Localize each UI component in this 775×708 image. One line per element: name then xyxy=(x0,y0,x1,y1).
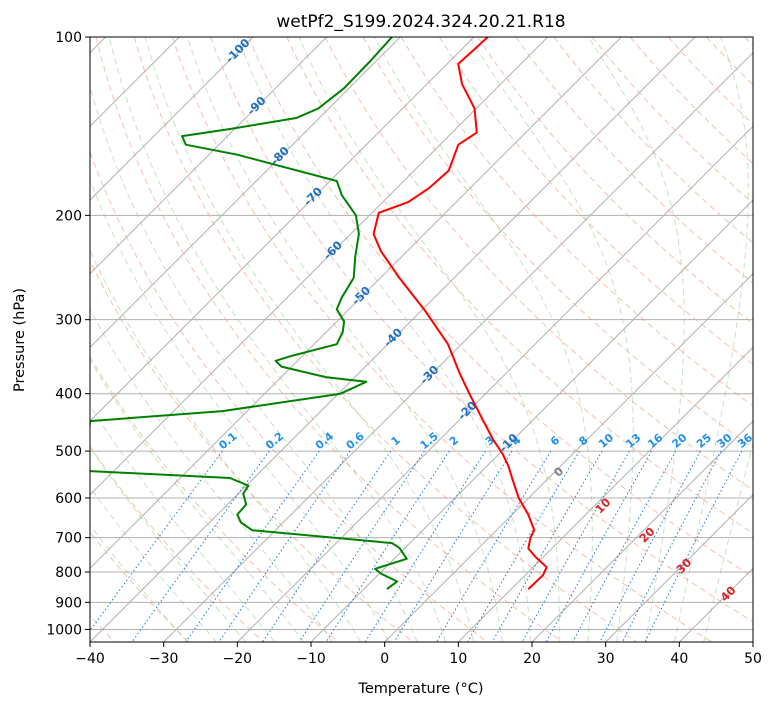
isotherm-gridline xyxy=(90,37,696,642)
y-tick-label: 600 xyxy=(55,491,82,507)
mixing-ratio-line xyxy=(90,450,223,632)
y-tick-label: 300 xyxy=(55,313,82,329)
x-tick-label: 10 xyxy=(449,651,467,667)
isotherm-gridline xyxy=(163,51,753,642)
moist-adiabat xyxy=(674,37,749,642)
dry-adiabat xyxy=(553,37,753,244)
x-axis-label: Temperature (°C) xyxy=(357,681,483,697)
moist-adiabat xyxy=(90,404,275,642)
mixing-ratio-line xyxy=(521,450,630,642)
mixing-ratio-line xyxy=(644,450,743,642)
isotherm-gridline xyxy=(90,37,475,422)
moist-adiabat xyxy=(90,358,304,642)
mixing-ratio-line xyxy=(599,450,701,642)
moist-adiabat xyxy=(90,486,217,642)
x-tick-label: −30 xyxy=(149,651,179,667)
mixing-ratio-line xyxy=(185,450,320,642)
isotherm-gridline xyxy=(90,37,622,570)
mixing-ratio-line xyxy=(545,450,653,642)
y-tick-label: 500 xyxy=(55,444,82,460)
isotherm-gridline xyxy=(90,37,254,201)
isotherm-gridline xyxy=(531,420,753,642)
dry-adiabat xyxy=(171,37,712,642)
temperature-profile-line xyxy=(372,37,548,590)
y-tick-label: 700 xyxy=(55,531,82,547)
isotherm-gridline xyxy=(90,37,401,349)
moist-adiabat xyxy=(90,249,362,642)
dewpoint-profile-line xyxy=(90,37,408,590)
mixing-ratio-line xyxy=(393,450,513,642)
mixing-ratio-line xyxy=(491,450,603,642)
dry-adiabat xyxy=(362,37,753,449)
moist-adiabat xyxy=(703,441,753,642)
y-tick-label: 800 xyxy=(55,565,82,581)
moist-adiabat xyxy=(90,178,390,642)
dry-adiabat xyxy=(286,37,753,534)
y-tick-label: 200 xyxy=(55,208,82,224)
moist-adiabat xyxy=(186,37,503,642)
x-tick-label: 0 xyxy=(380,651,389,667)
x-tick-label: −10 xyxy=(296,651,326,667)
moist-adiabat xyxy=(374,37,593,642)
mixing-ratio-line xyxy=(218,450,351,642)
moist-adiabat xyxy=(90,308,333,642)
x-tick-label: 40 xyxy=(670,651,688,667)
isotherm-gridline xyxy=(605,493,753,642)
chart-title: wetPf2_S199.2024.324.20.21.R18 xyxy=(276,12,565,32)
dry-adiabat xyxy=(95,37,563,642)
mixing-ratio-line xyxy=(298,450,425,642)
dry-adiabat xyxy=(90,445,264,642)
isotherm-gridline xyxy=(90,37,328,275)
x-tick-label: 50 xyxy=(744,651,762,667)
mixing-ratio-line xyxy=(572,450,677,642)
dry-adiabat xyxy=(591,37,753,204)
moist-adiabat xyxy=(144,37,475,642)
x-tick-label: −20 xyxy=(223,651,253,667)
y-axis-label: Pressure (hPa) xyxy=(12,288,28,392)
plot-frame xyxy=(89,36,754,643)
dry-adiabat xyxy=(210,37,753,623)
isotherm-gridline xyxy=(236,125,753,642)
moist-adiabat xyxy=(90,447,247,642)
y-tick-label: 1000 xyxy=(46,622,82,638)
isotherm-gridline xyxy=(90,37,549,496)
x-tick-label: 30 xyxy=(597,651,615,667)
mixing-ratio-line xyxy=(621,450,722,642)
moist-adiabat xyxy=(90,524,188,642)
isotherm-gridline xyxy=(384,272,753,642)
dry-adiabat xyxy=(248,37,753,578)
dry-adiabat xyxy=(324,37,753,491)
mixing-ratio-line xyxy=(262,450,392,642)
moist-adiabat xyxy=(237,37,532,642)
moist-adiabat xyxy=(108,37,446,642)
dry-adiabat xyxy=(438,37,753,366)
moist-adiabat xyxy=(90,84,418,642)
x-tick-label: 20 xyxy=(523,651,541,667)
dry-adiabat xyxy=(90,356,339,642)
moist-adiabat xyxy=(298,37,560,642)
moist-adiabat xyxy=(587,37,685,642)
dry-adiabat xyxy=(90,259,414,642)
dry-adiabat xyxy=(133,37,638,642)
x-tick-label: −40 xyxy=(75,651,105,667)
isotherm-gridline xyxy=(457,346,753,642)
y-tick-label: 400 xyxy=(55,387,82,403)
y-tick-label: 100 xyxy=(55,30,82,46)
y-tick-label: 900 xyxy=(55,595,82,611)
